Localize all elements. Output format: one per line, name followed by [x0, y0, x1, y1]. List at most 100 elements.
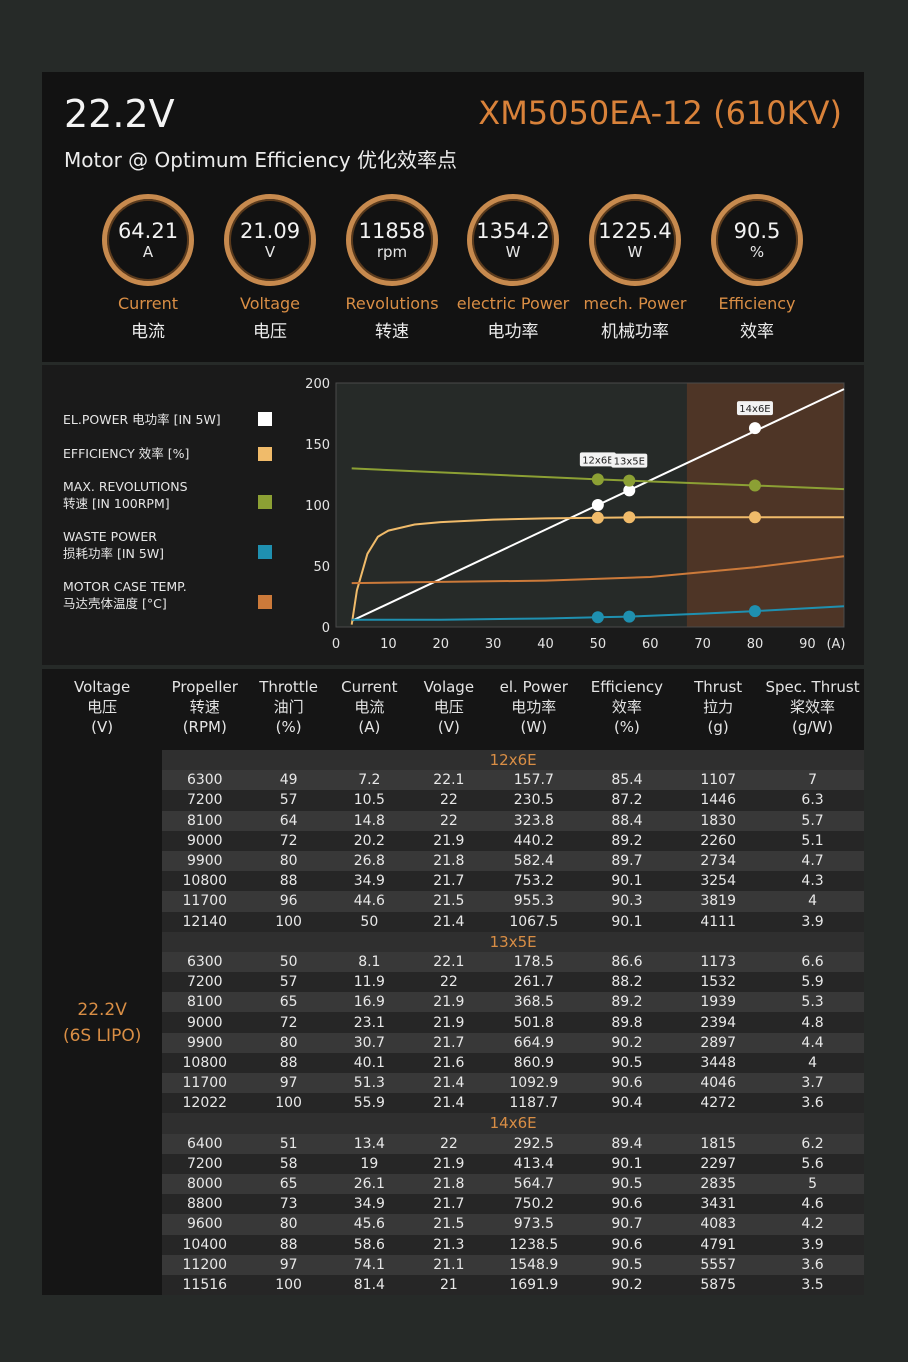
- marker-point-12x6E: [591, 499, 604, 511]
- table-cell: 11700: [162, 891, 248, 912]
- table-row: 7200 58 19 21.9 413.4 90.1 2297 5.6: [42, 1153, 864, 1174]
- table-row: 9900 80 26.8 21.8 582.4 89.7 2734 4.7: [42, 850, 864, 872]
- table-cell: 90.7: [578, 1214, 676, 1235]
- x-tick-label: 80: [747, 637, 764, 652]
- metric-unit: %: [749, 243, 765, 261]
- metric-value: 90.5: [733, 219, 781, 243]
- table-cell: 21.3: [408, 1234, 490, 1255]
- table-cell: 100: [247, 1274, 330, 1296]
- x-tick-label: 50: [590, 637, 607, 652]
- table-cell: 21.4: [408, 1073, 490, 1094]
- table-cell: 750.2: [489, 1194, 579, 1215]
- marker-label-bg: [579, 452, 616, 467]
- legend-label-sub: 马达壳体温度 [°C]: [63, 596, 167, 611]
- table-cell: 1532: [675, 972, 762, 993]
- table-cell: 9900: [162, 850, 248, 872]
- table-cell: 90.1: [578, 871, 676, 892]
- table-cell: 100: [247, 1093, 330, 1114]
- table-cell: 7: [761, 770, 864, 791]
- table-cell: 21.5: [408, 1214, 490, 1235]
- table-cell: 1691.9: [489, 1274, 579, 1296]
- table-cell: 45.6: [329, 1214, 409, 1235]
- table-cell: 3254: [675, 871, 762, 892]
- table-cell: 3.6: [761, 1093, 864, 1114]
- table-cell: 4083: [675, 1214, 762, 1235]
- table-cell: 4.2: [761, 1214, 864, 1235]
- table-header-row: Voltage 电压 (V) Propeller 转速 (RPM) Throttle 油门…: [42, 669, 864, 750]
- table-cell: 21.7: [408, 871, 490, 892]
- table-cell: 4.4: [761, 1032, 864, 1053]
- table-cell: 440.2: [489, 830, 579, 851]
- table-cell: 19: [329, 1153, 409, 1174]
- table-cell: 22: [408, 1133, 490, 1154]
- table-cell: 21.4: [408, 1093, 490, 1114]
- table-row: 10400 88 58.6 21.3 1238.5 90.6 4791 3.9: [42, 1234, 864, 1255]
- table-cell: 8.1: [329, 951, 409, 973]
- metric-unit: W: [627, 243, 643, 261]
- shaded-region: [686, 383, 844, 627]
- table-row: 8100 65 16.9 21.9 368.5 89.2 1939 5.3: [42, 992, 864, 1013]
- table-cell: 90.6: [578, 1234, 676, 1255]
- table-cell: 58.6: [329, 1234, 409, 1255]
- table-cell: 5.3: [761, 992, 864, 1013]
- metric-electric-power: 1354.2 W electric Power 电功率: [453, 194, 573, 342]
- table-cell: 9600: [162, 1214, 248, 1235]
- table-cell: 7200: [162, 790, 248, 811]
- table-cell: 26.8: [329, 850, 409, 872]
- table-row: 11700 96 44.6 21.5 955.3 90.3 3819 4: [42, 891, 864, 912]
- model-title: XM5050EA-12 (610KV): [478, 94, 842, 132]
- marker-point-13x5E: [623, 474, 636, 487]
- table-cell: 57: [247, 790, 330, 811]
- table-cell: 5.9: [761, 972, 864, 993]
- table-cell: 4: [761, 891, 864, 912]
- table-cell: 21.9: [408, 1153, 490, 1174]
- table-cell: 65: [247, 992, 330, 1013]
- table-cell: 21.8: [408, 850, 490, 872]
- table-cell: 21.8: [408, 1173, 490, 1195]
- table-cell: 21.7: [408, 1194, 490, 1215]
- x-tick-label: 10: [380, 637, 397, 652]
- table-cell: 10800: [162, 871, 248, 892]
- table-row: 8000 65 26.1 21.8 564.7 90.5 2835 5: [42, 1173, 864, 1195]
- table-cell: 1092.9: [489, 1073, 579, 1094]
- table-cell: 1939: [675, 992, 762, 1013]
- table-group-row: 14x6E: [42, 1113, 864, 1134]
- table-cell: 3.9: [761, 1234, 864, 1255]
- table-cell: 100: [247, 911, 330, 932]
- table-cell: 22.1: [408, 770, 490, 791]
- propeller-group-label: 12x6E: [162, 750, 864, 771]
- legend-swatch-efficiency: [258, 447, 272, 461]
- table-cell: 65: [247, 1173, 330, 1195]
- header-spec-thrust: Spec. Thrust 桨效率 (g/W): [765, 678, 860, 736]
- table-cell: 85.4: [578, 770, 676, 791]
- propeller-group-label: 13x5E: [162, 931, 864, 952]
- series-line-3: [351, 605, 845, 621]
- table-cell: 2734: [675, 850, 762, 872]
- marker-point-14x6E: [748, 511, 761, 524]
- table-cell: 1173: [675, 951, 762, 973]
- table-row: 9000 72 23.1 21.9 501.8 89.8 2394 4.8: [42, 1012, 864, 1033]
- metric-value: 1225.4: [598, 219, 672, 243]
- table-row: 12140 100 50 21.4 1067.5 90.1 4111 3.9: [42, 911, 864, 932]
- table-row: 10800 88 40.1 21.6 860.9 90.5 3448 4: [42, 1052, 864, 1073]
- table-cell: 89.4: [578, 1133, 676, 1154]
- metric-revolutions: 11858 rpm Revolutions 转速: [332, 194, 452, 342]
- metric-ring: 90.5 %: [711, 194, 803, 286]
- marker-point-12x6E: [591, 473, 604, 486]
- metric-label-en: Efficiency: [718, 294, 796, 313]
- header-volage: Volage 电压 (V): [423, 678, 475, 736]
- voltage-battery-label: (6S LIPO): [62, 1025, 142, 1046]
- table-cell: 3.6: [761, 1254, 864, 1275]
- table-cell: 6300: [162, 951, 248, 973]
- metric-current: 64.21 A Current 电流: [88, 194, 208, 342]
- marker-point-13x5E: [623, 610, 636, 623]
- table-cell: 74.1: [329, 1254, 409, 1275]
- table-cell: 21.5: [408, 891, 490, 912]
- legend-label: MOTOR CASE TEMP.: [63, 579, 187, 594]
- table-cell: 88.4: [578, 810, 676, 831]
- table-cell: 323.8: [489, 810, 579, 831]
- y-tick-label: 100: [305, 499, 330, 514]
- table-cell: 157.7: [489, 770, 579, 791]
- marker-label: 13x5E: [614, 457, 645, 468]
